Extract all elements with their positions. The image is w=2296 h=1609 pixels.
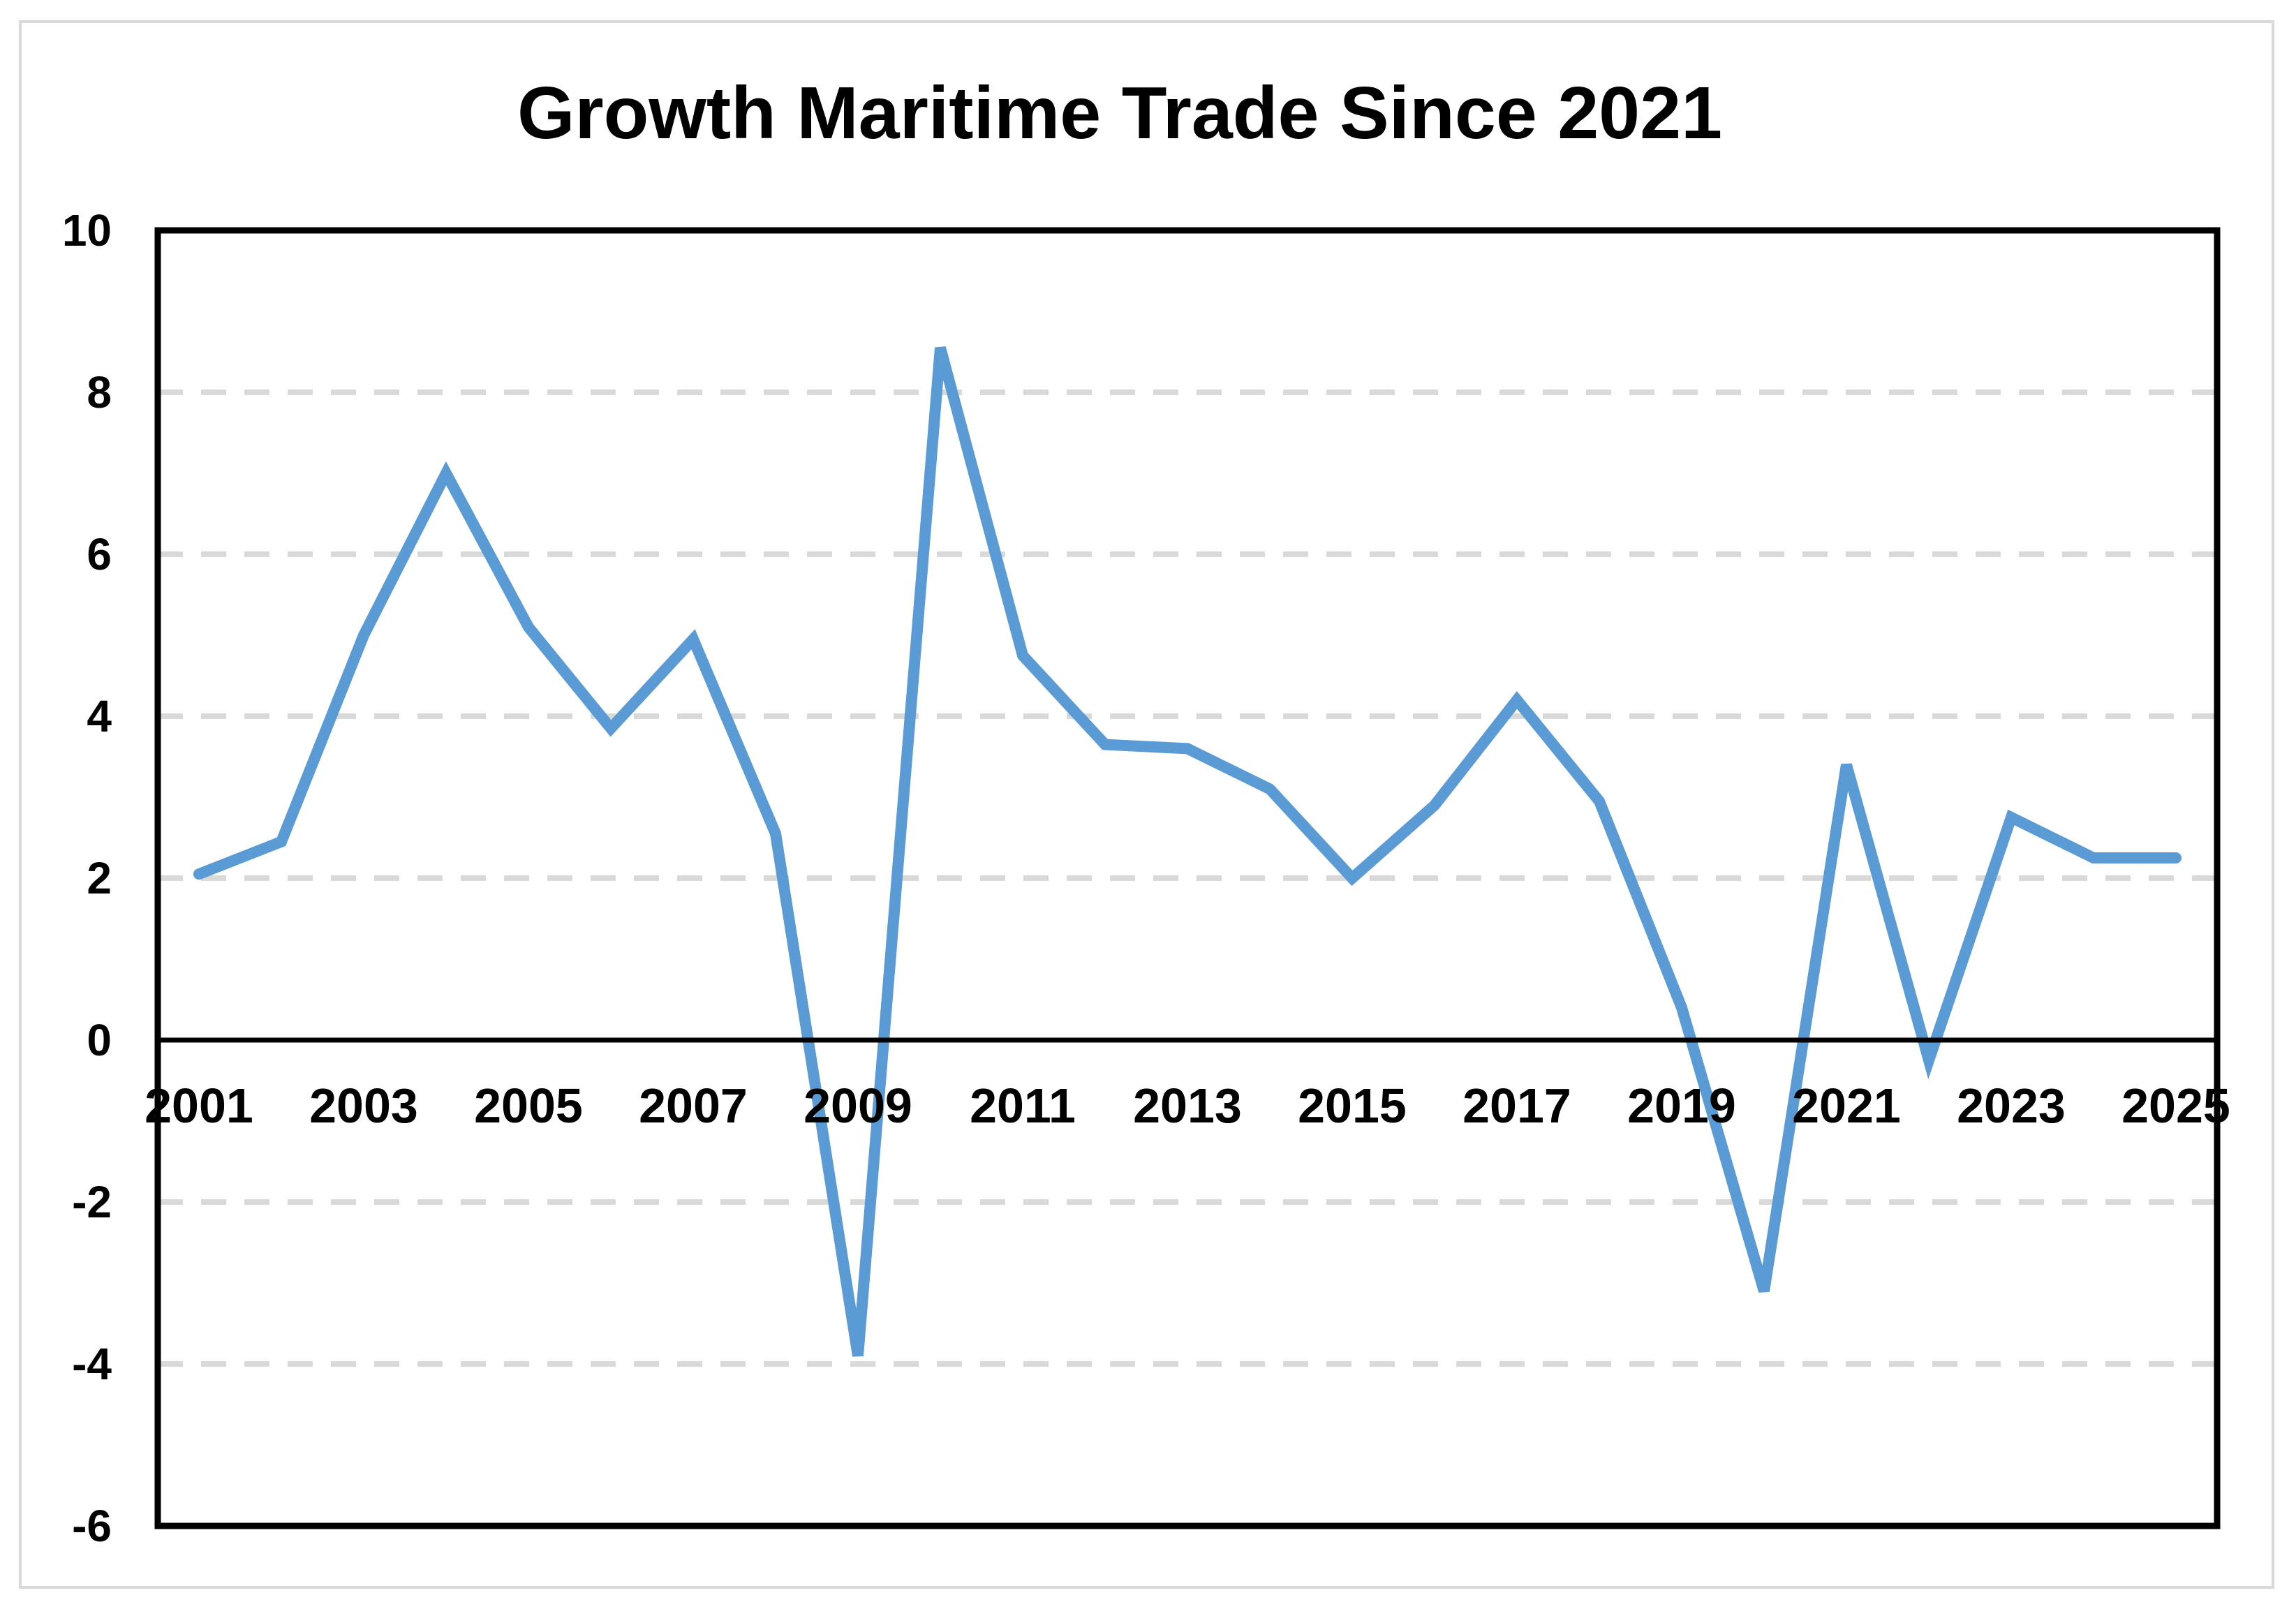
axes <box>154 227 2221 1529</box>
x-tick-label: 2019 <box>1627 1078 1736 1133</box>
chart-title: Growth Maritime Trade Since 2021 <box>517 72 1722 154</box>
chart-frame <box>19 20 2274 1589</box>
x-tick-label: 2013 <box>1133 1078 1242 1133</box>
series-line-growth <box>193 346 2182 1357</box>
y-tick-label: 2 <box>87 853 112 903</box>
x-tick-label: 2015 <box>1298 1078 1407 1133</box>
x-tick-label: 2025 <box>2121 1078 2230 1133</box>
x-tick-label: 2001 <box>145 1078 253 1133</box>
x-tick-label: 2005 <box>474 1078 583 1133</box>
x-tick-label: 2003 <box>309 1078 418 1133</box>
x-tick-label: 2021 <box>1792 1078 1901 1133</box>
y-tick-label: 0 <box>87 1015 112 1065</box>
x-axis-ticks: 2001 2003 2005 2007 2009 2011 2013 2015 2017 2019… <box>145 1078 2230 1133</box>
x-tick-label: 2011 <box>970 1078 1076 1133</box>
y-tick-label: -6 <box>72 1501 112 1551</box>
gridlines <box>158 390 2217 1367</box>
x-tick-label: 2007 <box>639 1078 748 1133</box>
x-tick-label: 2009 <box>803 1078 912 1133</box>
plot-border <box>154 227 2221 1529</box>
data-series <box>193 346 2182 1357</box>
y-tick-label: 8 <box>87 367 112 417</box>
y-tick-label: -2 <box>72 1177 112 1227</box>
y-tick-label: -4 <box>72 1339 112 1389</box>
y-tick-label: 6 <box>87 529 112 579</box>
y-tick-label: 4 <box>87 691 112 741</box>
x-tick-label: 2017 <box>1462 1078 1571 1133</box>
y-axis-ticks: -6 -4 -2 0 2 4 6 8 10 <box>62 205 112 1551</box>
x-tick-label: 2023 <box>1957 1078 2066 1133</box>
y-tick-label: 10 <box>62 205 112 255</box>
